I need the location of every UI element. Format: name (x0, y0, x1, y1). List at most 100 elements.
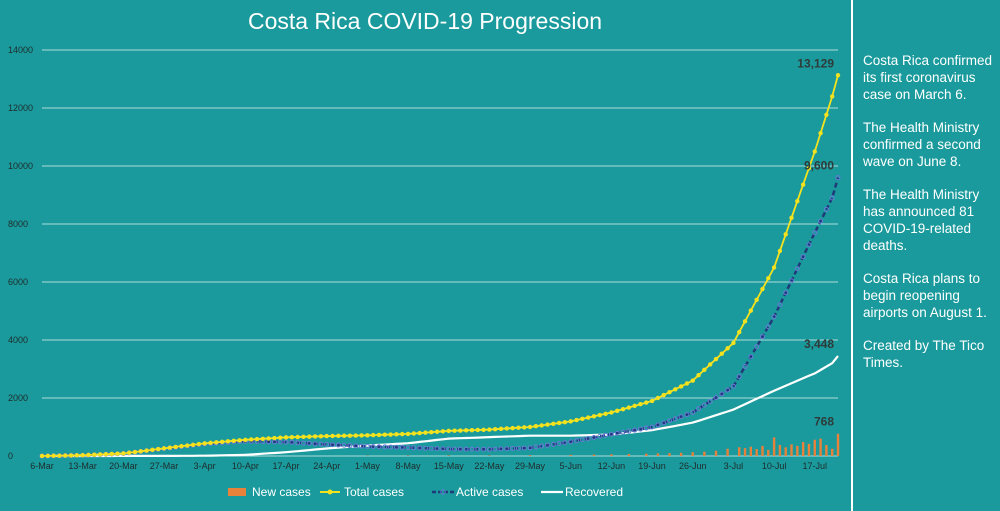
new-cases-bar (807, 443, 811, 456)
total-cases-point (527, 424, 533, 430)
active-cases-point (440, 446, 446, 452)
note-first-case: Costa Rica confirmed its first coronavir… (863, 53, 993, 102)
x-tick-label: 24-Apr (313, 461, 340, 471)
active-cases-point (742, 364, 748, 370)
active-cases-point (725, 387, 731, 393)
active-cases-point (515, 445, 521, 451)
new-cases-bar (569, 454, 572, 456)
total-cases-point (121, 451, 126, 456)
x-tick-label: 8-May (396, 461, 422, 471)
total-cases-point (109, 451, 114, 457)
active-cases-point (574, 438, 580, 444)
active-cases-point (591, 434, 597, 440)
total-cases-point (673, 387, 678, 392)
active-cases-point (713, 395, 719, 401)
legend-label: Total cases (344, 485, 404, 499)
total-cases-point (63, 453, 68, 458)
active-cases-point (347, 443, 353, 449)
chart-svg: 0 2000 4000 6000 8000 10000 12000 14000 6-Mar 13-… (8, 45, 841, 499)
total-cases-point (719, 351, 724, 356)
active-cases-point (603, 432, 609, 438)
new-cases-bar (825, 444, 828, 456)
chart-area: Costa Rica COVID-19 Progression 0 2000 400… (8, 8, 841, 499)
active-cases-point (719, 391, 725, 397)
new-cases-bar (656, 453, 660, 456)
active-cases-point (562, 440, 568, 446)
total-cases-point (434, 429, 440, 434)
x-tick-label: 13-Mar (68, 461, 97, 471)
total-cases-point (824, 112, 829, 117)
active-cases-point (364, 443, 370, 449)
total-cases-point (80, 453, 85, 458)
total-cases-point (609, 410, 614, 415)
total-cases-point (737, 329, 742, 335)
x-tick-label: 6-Mar (30, 461, 54, 471)
total-cases-point (260, 436, 265, 441)
active-cases-point (643, 425, 649, 431)
x-tick-label: 20-Mar (109, 461, 138, 471)
total-cases-point (783, 232, 788, 237)
total-cases-point (144, 448, 149, 453)
total-cases-point (678, 384, 684, 389)
active-cases-point (463, 446, 469, 452)
total-cases-point (545, 422, 550, 427)
active-cases-point (306, 440, 312, 446)
total-cases-point (161, 446, 167, 451)
active-cases-point (382, 444, 388, 450)
total-cases-point (789, 215, 794, 220)
total-cases-point (481, 427, 486, 432)
active-cases-point (637, 426, 643, 432)
total-cases-point (330, 433, 335, 439)
x-tick-label: 27-Mar (150, 461, 179, 471)
total-cases-point (504, 426, 510, 431)
active-cases-point (452, 446, 458, 452)
total-cases-point (359, 433, 364, 438)
total-cases-point (243, 437, 248, 443)
new-cases-bar (819, 438, 822, 456)
active-cases-point (777, 302, 783, 308)
total-cases-point (731, 340, 736, 346)
active-cases-point (446, 446, 452, 452)
total-cases-point (713, 356, 719, 362)
total-cases-point (347, 433, 353, 438)
total-cases-point (568, 419, 573, 424)
active-cases-point (794, 266, 800, 272)
active-cases-point (388, 444, 394, 450)
total-cases-point (806, 165, 812, 171)
total-cases-point (289, 434, 295, 440)
new-cases-bar (679, 452, 683, 456)
active-cases-point (800, 254, 806, 260)
active-cases-point (667, 418, 673, 424)
active-cases-point (701, 402, 707, 408)
x-tick-label: 3-Jul (724, 461, 744, 471)
total-cases-point (225, 439, 231, 444)
total-cases-point (754, 297, 759, 303)
new-cases-bar (645, 453, 648, 456)
active-cases-point (359, 443, 365, 449)
total-cases-point (533, 423, 539, 429)
total-cases-point (179, 444, 184, 449)
total-cases-point (423, 430, 428, 435)
new-cases-bar (714, 450, 718, 456)
total-cases-point (556, 420, 562, 426)
new-cases-bar (738, 447, 741, 456)
total-cases-point (411, 431, 417, 436)
total-cases-point (585, 415, 591, 420)
total-cases-point (394, 432, 399, 437)
total-cases-point (649, 398, 655, 404)
total-cases-point (272, 435, 277, 441)
total-cases-point (510, 425, 515, 431)
note-second-wave: The Health Ministry confirmed a second w… (863, 120, 981, 169)
legend-label: Active cases (456, 485, 523, 499)
total-cases-point (97, 452, 103, 457)
x-tick-label: 22-May (474, 461, 505, 471)
total-cases-point (231, 438, 236, 444)
chart-title: Costa Rica COVID-19 Progression (247, 8, 603, 34)
active-cases-point (533, 444, 539, 450)
total-cases-point (818, 130, 823, 136)
active-cases-point (748, 354, 754, 360)
active-cases-point (707, 398, 713, 404)
active-cases-point (428, 445, 434, 451)
legend-label: Recovered (565, 485, 623, 499)
active-cases-point (579, 437, 585, 443)
